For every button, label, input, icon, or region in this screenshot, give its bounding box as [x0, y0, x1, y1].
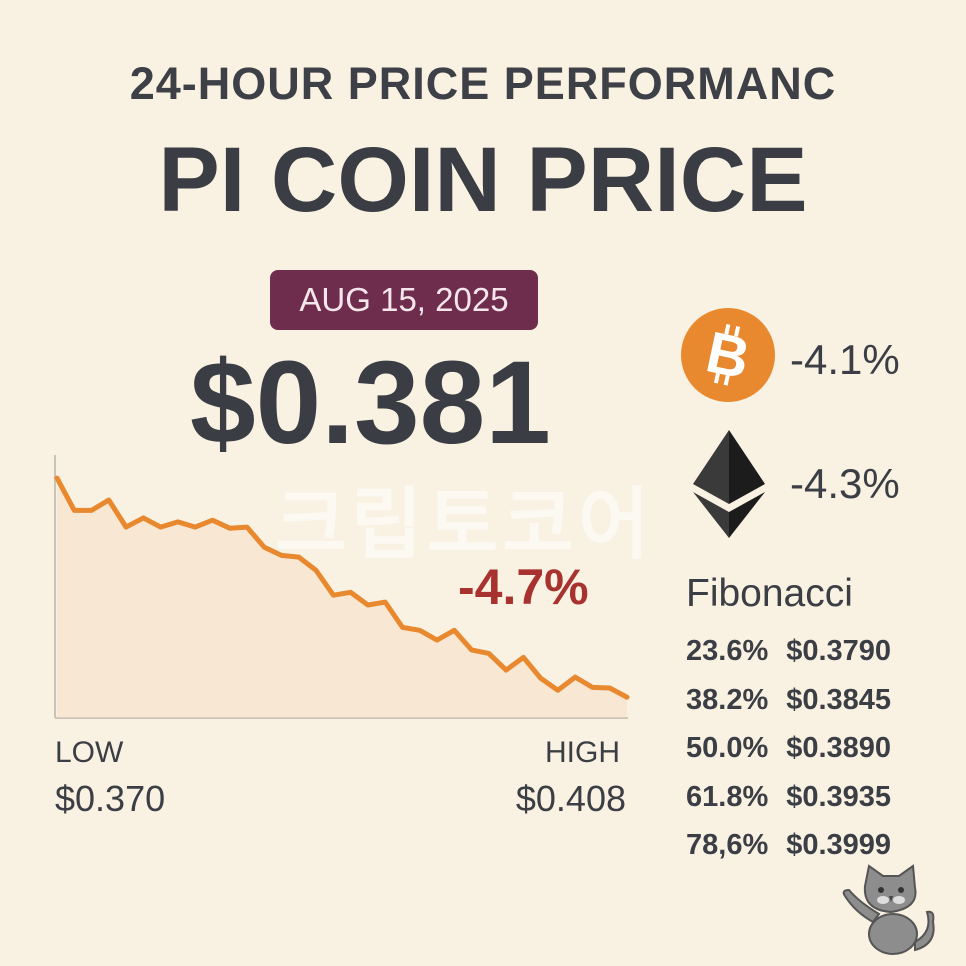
fibonacci-row: 50.0% $0.3890 — [686, 732, 891, 765]
fibonacci-row: 78,6% $0.3999 — [686, 829, 891, 862]
bitcoin-icon: B — [681, 308, 775, 402]
fib-price: $0.3935 — [786, 781, 892, 813]
high-value: $0.408 — [515, 778, 626, 819]
cat-mascot-icon — [842, 864, 935, 955]
fib-price: $0.3845 — [786, 684, 892, 716]
fib-pct: 38.2% — [686, 684, 769, 716]
ethereum-icon — [693, 430, 765, 538]
low-value: $0.370 — [55, 778, 166, 819]
fibonacci-row: 61.8% $0.3935 — [686, 781, 891, 814]
fib-pct: 61.8% — [686, 781, 769, 813]
fib-price: $0.3790 — [786, 635, 892, 667]
high-label: HIGH — [545, 736, 620, 769]
price-area-fill — [57, 478, 627, 718]
fib-pct: 23.6% — [686, 635, 769, 667]
fib-pct: 50.0% — [686, 732, 769, 764]
fib-price: $0.3999 — [786, 829, 892, 861]
bitcoin-change: -4.1% — [790, 336, 900, 383]
fibonacci-row: 23.6% $0.3790 — [686, 635, 891, 668]
fib-price: $0.3890 — [786, 732, 892, 764]
ethereum-change: -4.3% — [790, 460, 900, 507]
chart-title: PI COIN PRICE — [158, 129, 808, 231]
price-line — [54, 475, 630, 700]
chart-subtitle: 24-HOUR PRICE PERFORMANC — [129, 58, 837, 109]
date-badge: AUG 15, 2025 — [270, 270, 538, 330]
change-percent: -4.7% — [458, 559, 589, 615]
low-label: LOW — [55, 736, 124, 769]
watermark: 크립토코어 — [275, 480, 654, 568]
fib-pct: 78,6% — [686, 829, 769, 861]
current-price: $0.381 — [190, 337, 551, 469]
fibonacci-row: 38.2% $0.3845 — [686, 684, 891, 717]
fibonacci-title: Fibonacci — [686, 572, 853, 615]
